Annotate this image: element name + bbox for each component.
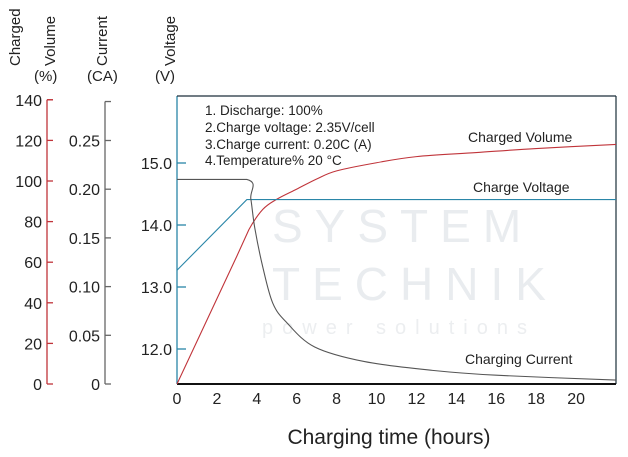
annotation-1: 1. Discharge: 100% bbox=[205, 103, 323, 118]
series-line-charge-voltage bbox=[176, 199, 616, 271]
current-tick-label: 0.05 bbox=[69, 328, 100, 345]
charged-volume-tick-label: 100 bbox=[15, 174, 42, 191]
voltage-tick-label: 15.0 bbox=[141, 156, 172, 173]
charged-volume-tick-label: 120 bbox=[15, 133, 42, 150]
x-axis-label: Charging time (hours) bbox=[287, 426, 490, 449]
volume-axis-label-2: Volume bbox=[42, 16, 59, 66]
annotation-3: 3.Charge current: 0.20C (A) bbox=[205, 137, 372, 152]
series-label-charge-voltage: Charge Voltage bbox=[473, 179, 570, 195]
watermark-line2: TECHNIK bbox=[272, 258, 558, 310]
x-tick-label: 10 bbox=[368, 391, 386, 408]
series-line-charged-volume bbox=[176, 143, 617, 385]
annotation-2: 2.Charge voltage: 2.35V/cell bbox=[205, 120, 375, 135]
charged-volume-tick-label: 20 bbox=[24, 336, 42, 353]
x-tick-label: 0 bbox=[173, 391, 182, 408]
x-tick-label: 8 bbox=[332, 391, 341, 408]
x-tick-label: 2 bbox=[212, 391, 221, 408]
watermark: SYSTEM TECHNIK power solutions bbox=[262, 200, 558, 339]
charged-volume-tick-label: 0 bbox=[33, 377, 42, 394]
series-label-charging-current: Charging Current bbox=[465, 351, 572, 367]
watermark-line3: power solutions bbox=[262, 317, 536, 339]
current-tick-label: 0.15 bbox=[69, 231, 100, 248]
x-tick-label: 18 bbox=[527, 391, 545, 408]
current-tick-label: 0.25 bbox=[69, 134, 100, 151]
voltage-axis-label: Voltage bbox=[162, 16, 179, 66]
charged-volume-tick-label: 80 bbox=[24, 215, 42, 232]
current-tick-label: 0.20 bbox=[69, 182, 100, 199]
series-label-charged-volume: Charged Volume bbox=[468, 129, 573, 145]
x-tick-label: 4 bbox=[252, 391, 261, 408]
current-axis-label: Current bbox=[94, 15, 111, 66]
x-tick-label: 20 bbox=[567, 391, 585, 408]
series-line-charging-current bbox=[177, 178, 617, 381]
x-tick-label: 16 bbox=[487, 391, 505, 408]
volume-axis-label-1: Charged bbox=[7, 8, 24, 66]
current-axis-unit: (CA) bbox=[87, 68, 118, 85]
x-tick-label: 6 bbox=[292, 391, 301, 408]
voltage-tick-label: 12.0 bbox=[141, 342, 172, 359]
voltage-tick-label: 14.0 bbox=[141, 218, 172, 235]
volume-axis-unit: (%) bbox=[34, 68, 57, 85]
charged-volume-tick-label: 140 bbox=[15, 93, 42, 110]
x-tick-label: 12 bbox=[408, 391, 426, 408]
watermark-line1: SYSTEM bbox=[272, 200, 533, 252]
annotation-4: 4.Temperature% 20 °C bbox=[205, 153, 342, 168]
charged-volume-tick-label: 60 bbox=[24, 255, 42, 272]
charged-volume-tick-label: 40 bbox=[24, 296, 42, 313]
voltage-axis-unit: (V) bbox=[155, 68, 175, 85]
voltage-tick-label: 13.0 bbox=[141, 280, 172, 297]
current-tick-label: 0.10 bbox=[69, 280, 100, 297]
current-tick-label: 0 bbox=[91, 377, 100, 394]
x-tick-label: 14 bbox=[447, 391, 465, 408]
